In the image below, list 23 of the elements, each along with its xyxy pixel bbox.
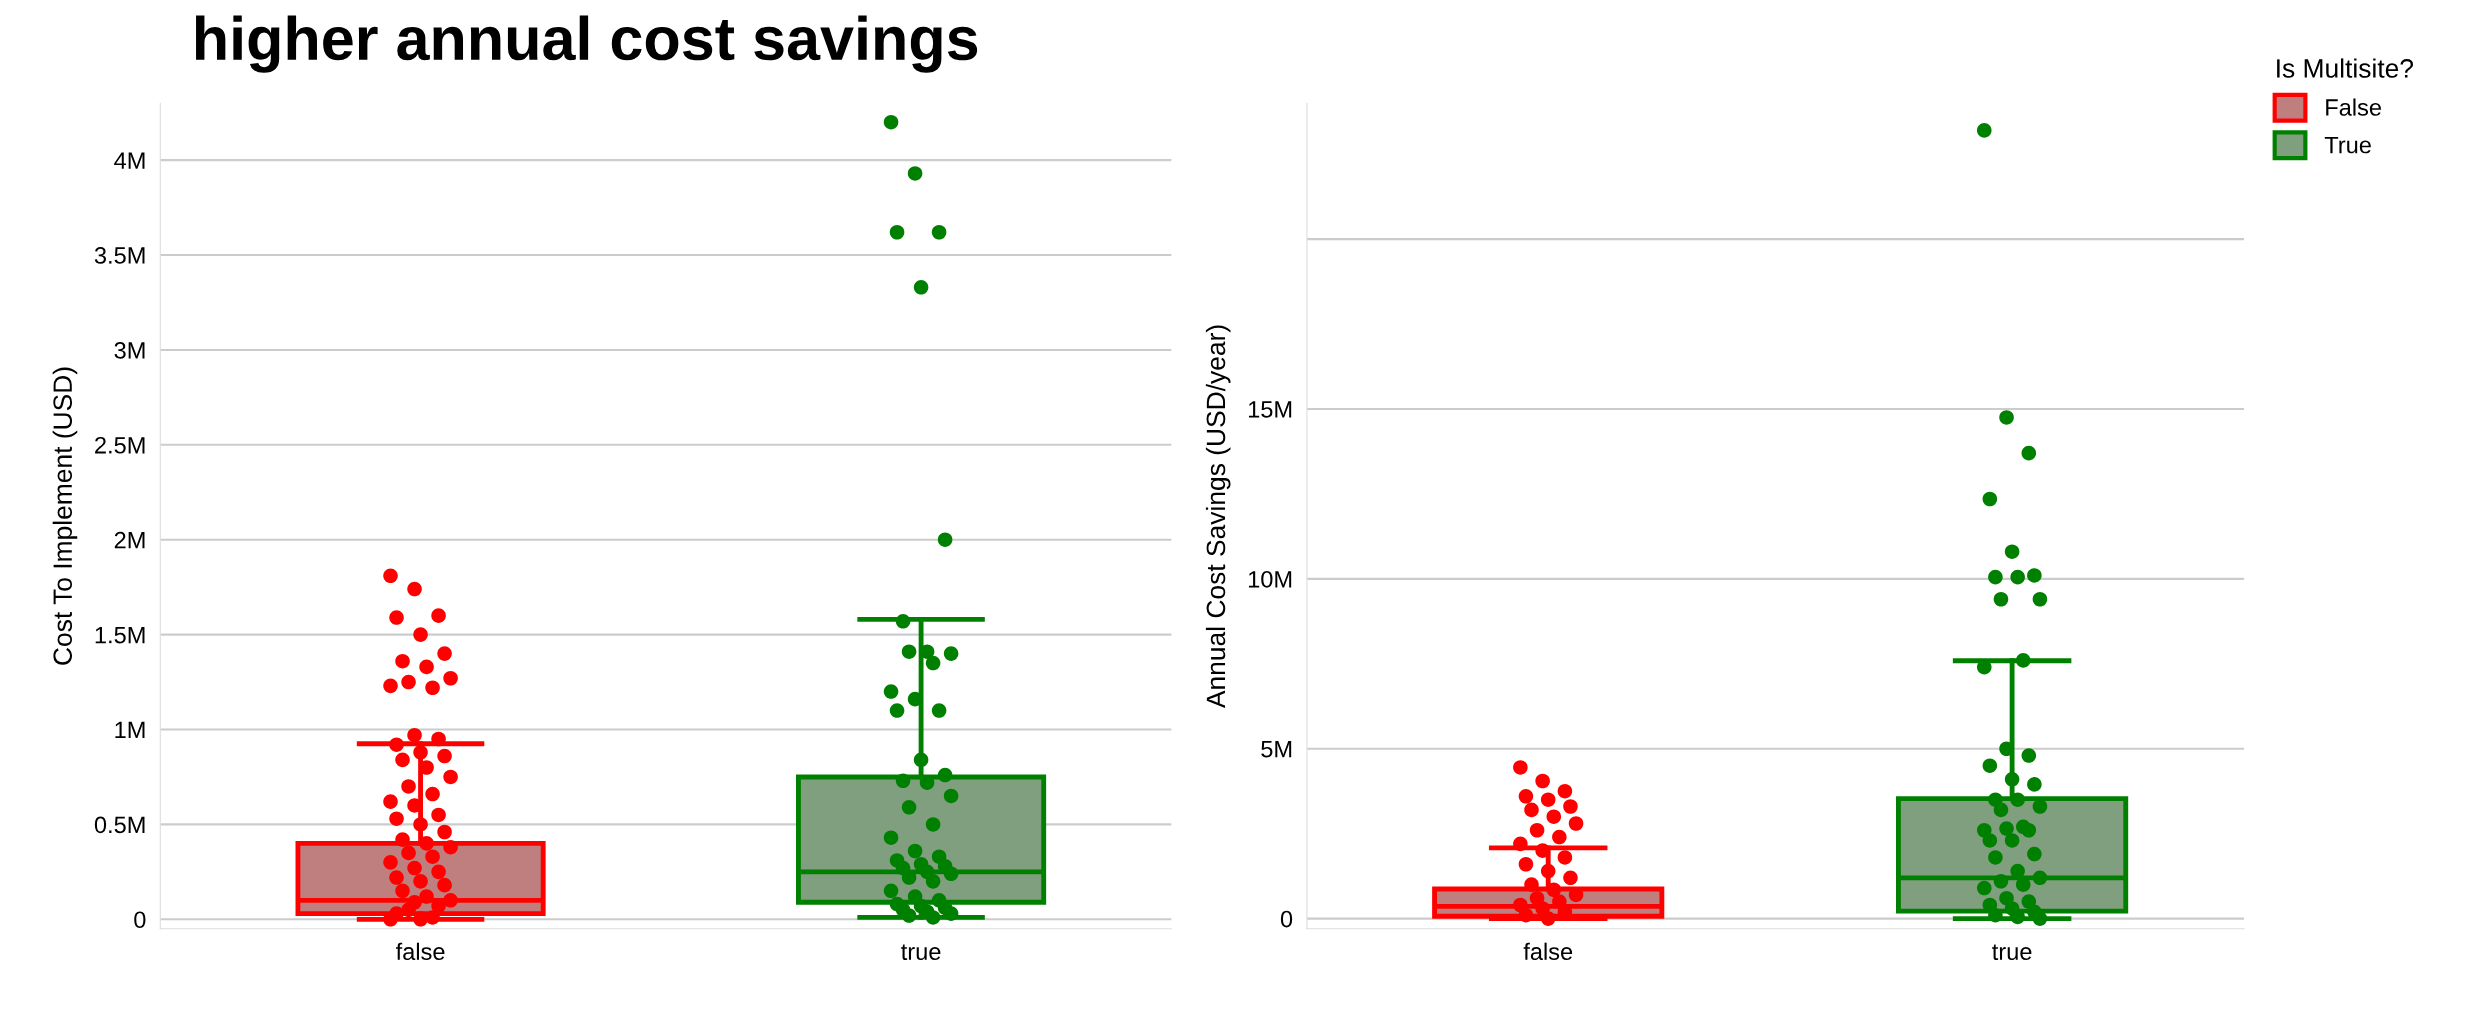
- y-axis-title: Annual Cost Savings (USD/year): [1205, 325, 1231, 709]
- y-tick-label: 2M: [114, 531, 145, 549]
- y-tick-label: 1.5M: [95, 626, 145, 644]
- legend-title: Is Multisite?: [2277, 58, 2414, 78]
- y-tick-label: 10M: [1248, 570, 1292, 588]
- y-tick-label: 3M: [114, 342, 145, 359]
- y-tick-label: 0: [1280, 910, 1293, 928]
- y-tick-label: 2.5M: [95, 436, 145, 454]
- legend-label: False: [2326, 98, 2381, 116]
- y-tick-label: 3.5M: [94, 247, 145, 264]
- x-tick-label: false: [1523, 942, 1573, 961]
- y-tick-label: 0.5M: [94, 816, 145, 834]
- y-tick-label: 4M: [114, 152, 145, 169]
- y-tick-label: 5M: [1261, 741, 1292, 758]
- x-tick-label: true: [901, 944, 941, 961]
- y-tick-label: 15M: [1248, 401, 1292, 418]
- chart-title: higher annual cost savings: [196, 15, 978, 73]
- y-axis-title: Cost To Implement (USD): [52, 367, 78, 665]
- y-tick-label: 0: [134, 911, 146, 929]
- legend-label: True: [2324, 136, 2371, 154]
- x-tick-label: true: [1992, 944, 2032, 961]
- y-tick-label: 1M: [115, 721, 145, 739]
- x-tick-label: false: [395, 942, 445, 961]
